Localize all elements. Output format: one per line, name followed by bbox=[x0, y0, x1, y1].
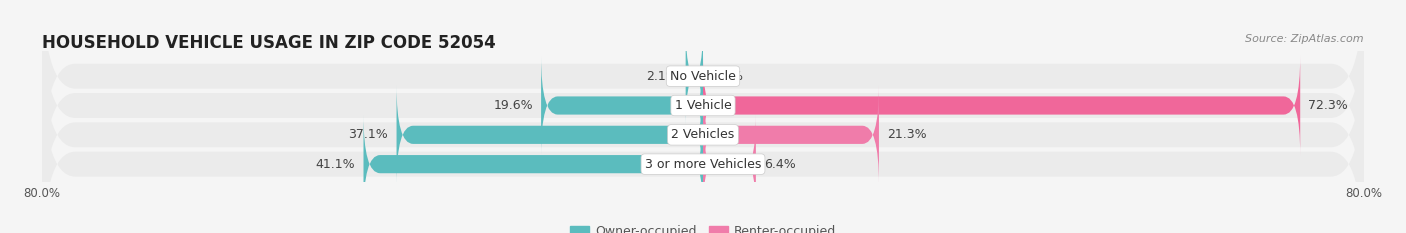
Text: 0.0%: 0.0% bbox=[711, 70, 744, 83]
Text: 72.3%: 72.3% bbox=[1309, 99, 1348, 112]
FancyBboxPatch shape bbox=[541, 56, 703, 155]
FancyBboxPatch shape bbox=[703, 115, 756, 214]
Text: Source: ZipAtlas.com: Source: ZipAtlas.com bbox=[1246, 34, 1364, 44]
Text: 3 or more Vehicles: 3 or more Vehicles bbox=[645, 158, 761, 171]
FancyBboxPatch shape bbox=[364, 115, 703, 214]
Text: 1 Vehicle: 1 Vehicle bbox=[675, 99, 731, 112]
Legend: Owner-occupied, Renter-occupied: Owner-occupied, Renter-occupied bbox=[565, 220, 841, 233]
FancyBboxPatch shape bbox=[42, 0, 1364, 181]
FancyBboxPatch shape bbox=[686, 27, 703, 126]
Text: No Vehicle: No Vehicle bbox=[671, 70, 735, 83]
Text: 2.1%: 2.1% bbox=[645, 70, 678, 83]
Text: 6.4%: 6.4% bbox=[763, 158, 796, 171]
FancyBboxPatch shape bbox=[42, 1, 1364, 210]
Text: 21.3%: 21.3% bbox=[887, 128, 927, 141]
FancyBboxPatch shape bbox=[703, 85, 879, 184]
Text: 37.1%: 37.1% bbox=[349, 128, 388, 141]
FancyBboxPatch shape bbox=[703, 56, 1301, 155]
FancyBboxPatch shape bbox=[42, 59, 1364, 233]
FancyBboxPatch shape bbox=[396, 85, 703, 184]
Text: 2 Vehicles: 2 Vehicles bbox=[672, 128, 734, 141]
Text: 19.6%: 19.6% bbox=[494, 99, 533, 112]
Text: 41.1%: 41.1% bbox=[315, 158, 356, 171]
Text: HOUSEHOLD VEHICLE USAGE IN ZIP CODE 52054: HOUSEHOLD VEHICLE USAGE IN ZIP CODE 5205… bbox=[42, 34, 496, 52]
FancyBboxPatch shape bbox=[42, 30, 1364, 233]
